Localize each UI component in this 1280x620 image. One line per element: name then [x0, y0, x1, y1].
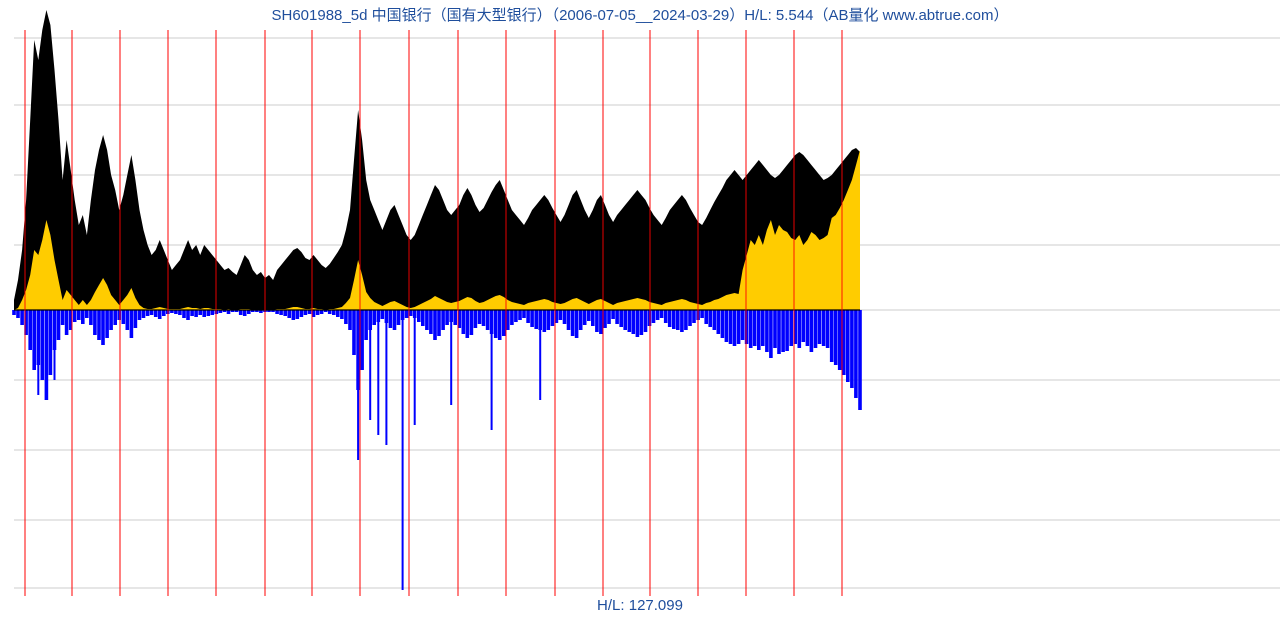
chart-footer: H/L: 127.099 [0, 597, 1280, 614]
chart-container: SH601988_5d 中国银行（国有大型银行）（2006-07-05__202… [0, 0, 1280, 620]
stock-chart-svg [0, 0, 1280, 620]
